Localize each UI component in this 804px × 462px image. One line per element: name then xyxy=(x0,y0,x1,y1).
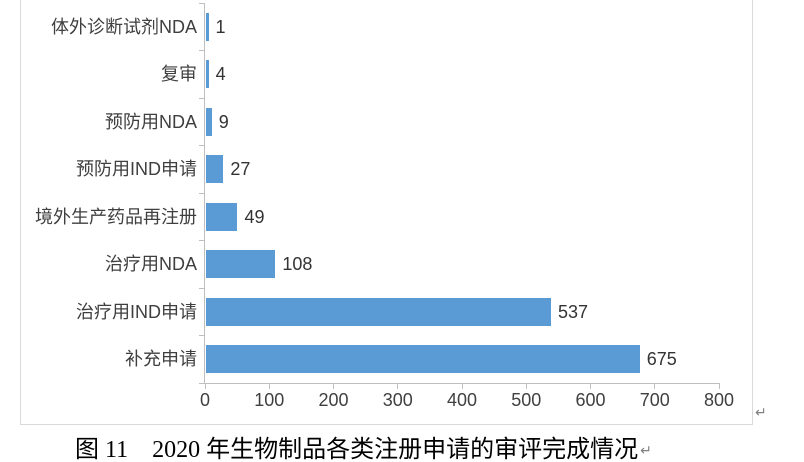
bar[interactable] xyxy=(206,107,212,136)
bar[interactable] xyxy=(206,60,209,89)
bar[interactable] xyxy=(206,345,640,374)
bar[interactable] xyxy=(206,250,276,279)
bar[interactable] xyxy=(206,202,238,231)
bar[interactable] xyxy=(206,297,552,326)
bar[interactable] xyxy=(206,155,224,184)
paragraph-mark-icon: ↵ xyxy=(755,404,767,420)
bar[interactable] xyxy=(206,12,209,41)
paragraph-mark-icon: ↵ xyxy=(640,442,652,458)
figure-caption: 图 11 2020 年生物制品各类注册申请的审评完成情况 ↵ xyxy=(75,429,652,462)
figure-caption-text: 图 11 2020 年生物制品各类注册申请的审评完成情况 xyxy=(75,437,639,462)
